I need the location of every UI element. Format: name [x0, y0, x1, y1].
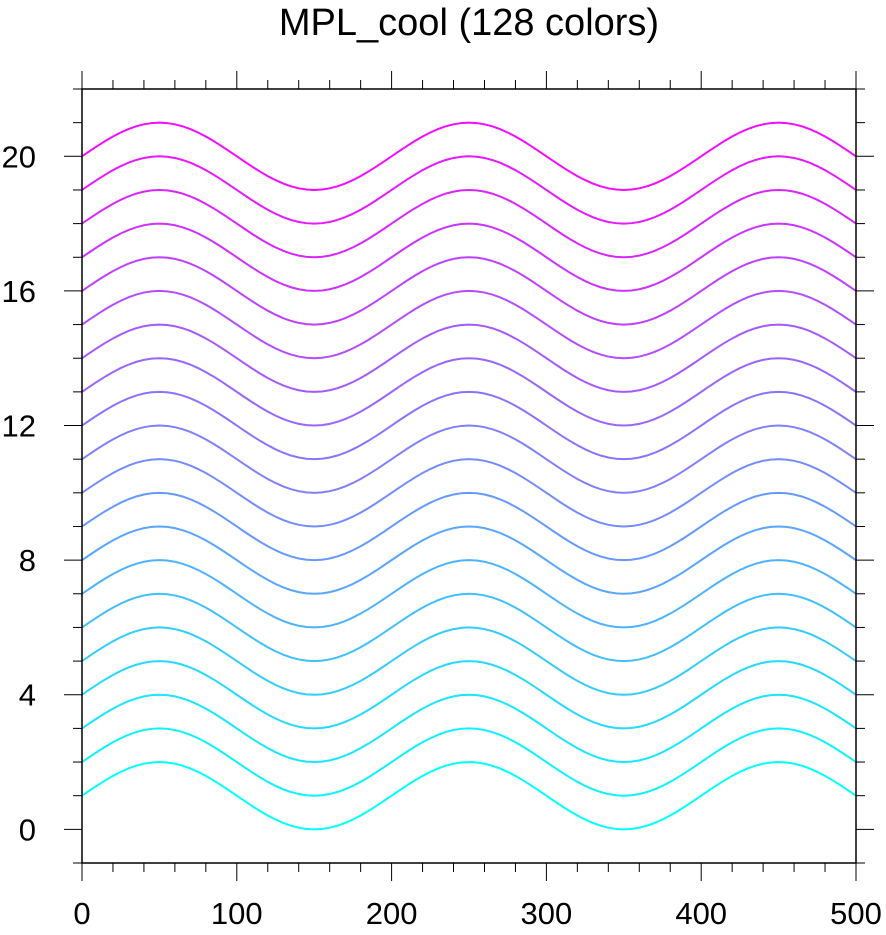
series-line-20 — [81, 121, 857, 191]
y-tick-label: 8 — [19, 543, 36, 578]
series-line-1 — [81, 761, 857, 831]
chart-title: MPL_cool (128 colors) — [279, 2, 659, 44]
series-line-16 — [81, 256, 857, 326]
series-line-4 — [81, 660, 857, 730]
series-line-9 — [81, 491, 857, 562]
plot-frame — [81, 88, 857, 864]
series-line-13 — [81, 357, 857, 427]
series-line-6 — [81, 592, 857, 663]
series-line-17 — [81, 222, 857, 292]
x-tick-label: 100 — [211, 896, 263, 931]
series-line-12 — [81, 390, 857, 461]
series-line-14 — [81, 323, 857, 393]
series-line-15 — [81, 289, 857, 360]
x-tick-label: 200 — [366, 896, 418, 931]
y-tick-label: 4 — [19, 678, 36, 713]
series-layer — [81, 121, 857, 831]
x-tick-label: 400 — [675, 896, 727, 931]
series-line-2 — [81, 727, 857, 797]
y-tick-label: 16 — [2, 274, 36, 309]
y-tick-labels: 0 4 8 12 16 20 — [2, 139, 36, 847]
y-tick-label: 20 — [2, 139, 36, 174]
series-line-18 — [81, 188, 857, 259]
series-line-19 — [81, 155, 857, 225]
x-tick-label: 500 — [830, 896, 882, 931]
x-tick-label: 300 — [521, 896, 573, 931]
x-tick-labels: 0 100 200 300 400 500 — [73, 896, 881, 931]
series-line-5 — [81, 626, 857, 696]
axis-ticks — [64, 71, 874, 881]
y-tick-label: 0 — [19, 812, 36, 847]
series-line-8 — [81, 525, 857, 595]
x-tick-label: 0 — [73, 896, 90, 931]
series-line-10 — [81, 458, 857, 528]
series-line-3 — [81, 693, 857, 764]
series-line-11 — [81, 424, 857, 494]
series-line-7 — [81, 559, 857, 629]
y-tick-label: 12 — [2, 409, 36, 444]
